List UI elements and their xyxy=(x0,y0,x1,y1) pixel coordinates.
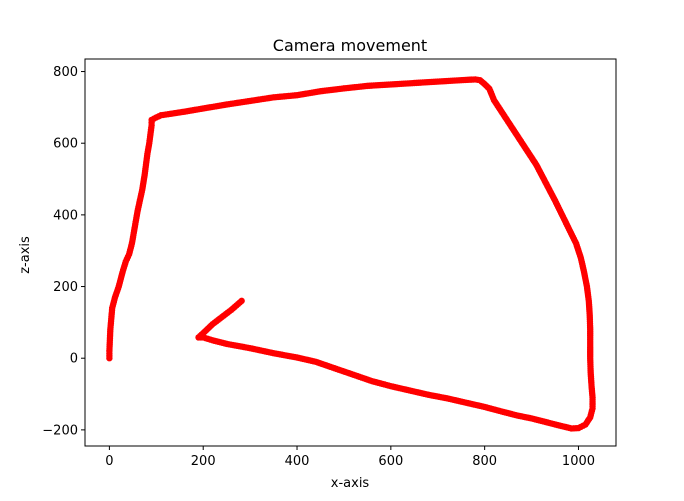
y-tick-label: 200 xyxy=(53,280,78,295)
x-tick-label: 800 xyxy=(472,454,497,469)
y-tick-label: 800 xyxy=(53,65,78,80)
x-tick-label: 400 xyxy=(285,454,310,469)
data-points xyxy=(106,76,596,432)
x-tick-label: 600 xyxy=(378,454,403,469)
y-tick-label: 600 xyxy=(53,137,78,152)
x-tick-label: 0 xyxy=(105,454,113,469)
y-tick-label: −200 xyxy=(42,423,78,438)
y-tick-label: 400 xyxy=(53,208,78,223)
chart-title: Camera movement xyxy=(273,36,427,55)
data-point xyxy=(238,297,245,305)
x-tick-label: 1000 xyxy=(562,454,595,469)
x-axis-label: x-axis xyxy=(331,476,370,491)
x-tick-label: 200 xyxy=(191,454,216,469)
y-axis-ticks: −200 0 200 400 600 800 xyxy=(42,65,85,438)
y-axis-label: z-axis xyxy=(18,236,33,274)
plot-frame xyxy=(84,58,617,447)
x-axis-ticks: 0 200 400 600 800 1000 xyxy=(105,446,595,469)
y-tick-label: 0 xyxy=(70,352,78,367)
